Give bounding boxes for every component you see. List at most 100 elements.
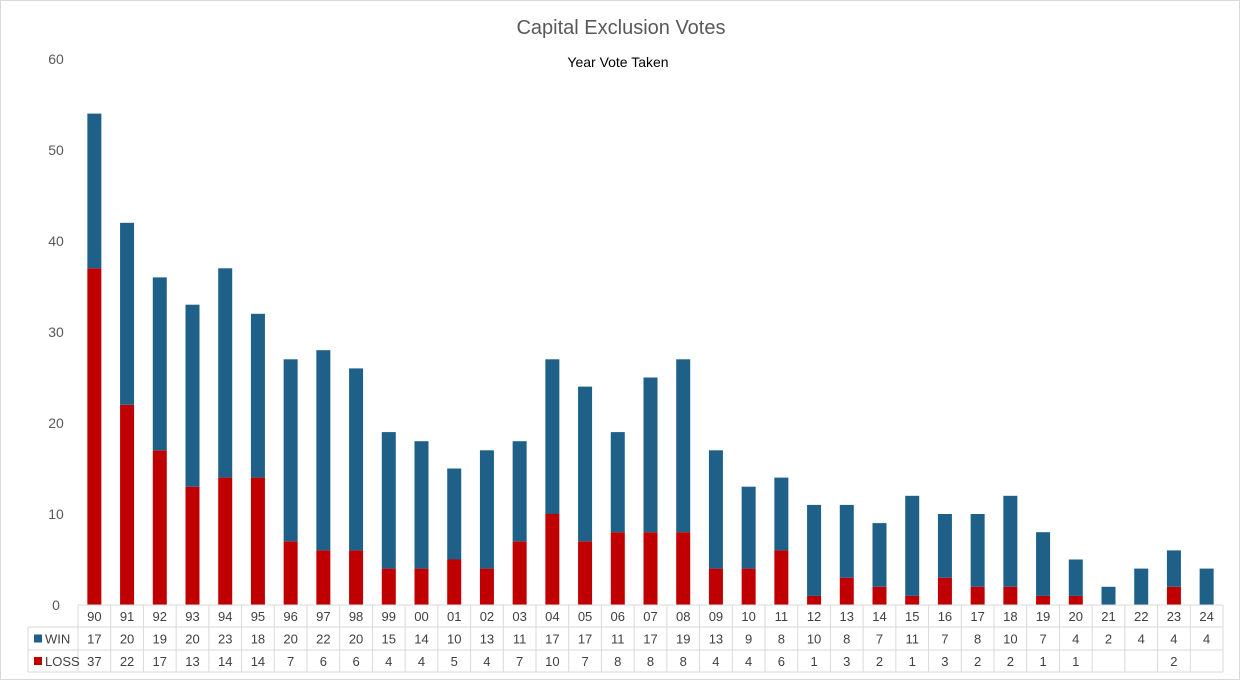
bar-win — [283, 359, 298, 542]
data-label-loss: 4 — [418, 654, 425, 669]
data-label-win: 20 — [185, 632, 199, 647]
x-tick-label: 24 — [1199, 609, 1213, 624]
x-tick-label: 15 — [905, 609, 919, 624]
bar-win — [512, 441, 527, 542]
bar-win — [349, 368, 364, 551]
data-label-win: 4 — [1072, 632, 1079, 647]
bar-win — [479, 450, 494, 569]
bar-win — [643, 377, 658, 533]
x-tick-label: 06 — [611, 609, 625, 624]
data-label-win: 14 — [414, 632, 428, 647]
bar-loss — [708, 568, 723, 605]
x-tick-label: 03 — [512, 609, 526, 624]
legend-key-loss — [34, 657, 42, 665]
x-tick-label: 01 — [447, 609, 461, 624]
bar-loss — [512, 541, 527, 605]
x-tick-label: 14 — [872, 609, 886, 624]
data-label-win: 7 — [1039, 632, 1046, 647]
bar-loss — [479, 568, 494, 605]
legend-label-loss: LOSS — [45, 654, 80, 669]
x-tick-label: 11 — [775, 609, 789, 624]
data-label-loss: 5 — [451, 654, 458, 669]
y-tick-label: 50 — [48, 142, 64, 158]
x-tick-label: 16 — [938, 609, 952, 624]
data-label-loss: 1 — [1039, 654, 1046, 669]
data-label-win: 13 — [480, 632, 494, 647]
data-label-loss: 2 — [974, 654, 981, 669]
x-tick-label: 23 — [1167, 609, 1181, 624]
bar-loss — [970, 586, 985, 605]
x-tick-label: 97 — [316, 609, 330, 624]
data-label-win: 15 — [382, 632, 396, 647]
bar-win — [250, 313, 265, 478]
data-label-win: 10 — [447, 632, 461, 647]
data-label-loss: 7 — [581, 654, 588, 669]
data-label-win: 2 — [1105, 632, 1112, 647]
bar-win — [447, 468, 462, 560]
x-tick-label: 18 — [1003, 609, 1017, 624]
y-tick-label: 60 — [48, 51, 64, 67]
bar-win — [218, 268, 233, 478]
bar-win — [1068, 559, 1083, 596]
bar-win — [1134, 568, 1149, 605]
bar-win — [185, 304, 200, 487]
x-tick-label: 02 — [480, 609, 494, 624]
bar-loss — [839, 577, 854, 605]
bar-win — [1166, 550, 1181, 587]
data-label-win: 7 — [876, 632, 883, 647]
x-tick-label: 09 — [709, 609, 723, 624]
x-tick-label: 92 — [153, 609, 167, 624]
data-label-win: 17 — [578, 632, 592, 647]
bar-win — [414, 441, 429, 569]
data-label-loss: 14 — [218, 654, 232, 669]
data-label-win: 4 — [1170, 632, 1177, 647]
data-label-win: 20 — [349, 632, 363, 647]
data-label-win: 8 — [778, 632, 785, 647]
data-label-loss: 2 — [876, 654, 883, 669]
bar-loss — [774, 550, 789, 605]
data-label-win: 20 — [120, 632, 134, 647]
data-label-win: 9 — [745, 632, 752, 647]
bar-win — [1036, 532, 1051, 596]
data-label-loss: 4 — [712, 654, 719, 669]
data-label-win: 18 — [251, 632, 265, 647]
data-label-win: 7 — [941, 632, 948, 647]
data-label-loss: 2 — [1007, 654, 1014, 669]
data-label-win: 17 — [87, 632, 101, 647]
data-label-loss: 8 — [647, 654, 654, 669]
y-tick-label: 30 — [48, 324, 64, 340]
data-label-win: 8 — [843, 632, 850, 647]
bar-win — [774, 477, 789, 551]
data-label-loss: 1 — [1072, 654, 1079, 669]
data-label-loss: 6 — [352, 654, 359, 669]
data-label-loss: 7 — [516, 654, 523, 669]
data-label-win: 13 — [709, 632, 723, 647]
bar-win — [610, 432, 625, 533]
bar-win — [839, 504, 854, 578]
bar-win — [578, 386, 593, 542]
bar-loss — [316, 550, 331, 605]
data-label-loss: 8 — [614, 654, 621, 669]
legend-key-win — [34, 634, 42, 643]
bar-loss — [1036, 595, 1051, 605]
bar-win — [1101, 586, 1116, 605]
x-tick-label: 99 — [382, 609, 396, 624]
data-label-loss: 37 — [87, 654, 101, 669]
data-label-win: 19 — [676, 632, 690, 647]
bar-win — [1199, 568, 1214, 605]
bar-win — [937, 514, 952, 578]
bar-loss — [283, 541, 298, 605]
data-label-loss: 3 — [843, 654, 850, 669]
data-label-loss: 1 — [909, 654, 916, 669]
data-label-loss: 4 — [745, 654, 752, 669]
x-tick-label: 98 — [349, 609, 363, 624]
data-label-win: 4 — [1138, 632, 1145, 647]
bar-loss — [250, 477, 265, 605]
bar-loss — [152, 450, 167, 605]
bar-win — [970, 514, 985, 587]
x-tick-label: 08 — [676, 609, 690, 624]
bar-loss — [185, 486, 200, 605]
data-label-loss: 6 — [778, 654, 785, 669]
bar-win — [545, 359, 560, 514]
